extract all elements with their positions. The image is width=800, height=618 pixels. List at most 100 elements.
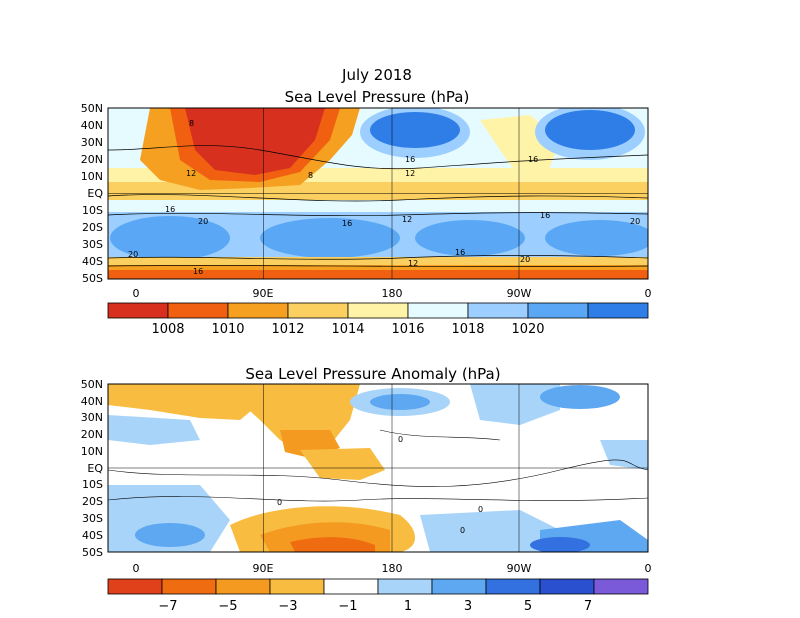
colorbar-swatch	[593, 578, 649, 595]
lat-label: 10S	[82, 204, 103, 217]
lon-label: 180	[382, 287, 403, 300]
lat-label: 20S	[82, 495, 103, 508]
contour-label: 16	[528, 155, 538, 164]
contour-label: 0	[460, 526, 465, 535]
colorbar-swatch	[167, 302, 229, 319]
lon-label: 0	[133, 287, 140, 300]
colorbar-swatch	[485, 578, 541, 595]
lon-label: 90E	[253, 287, 274, 300]
contour-label: 12	[186, 169, 196, 178]
panel-1-title: Sea Level Pressure (hPa)	[285, 88, 470, 106]
colorbar-swatch	[107, 578, 163, 595]
lon-label: 0	[645, 562, 652, 575]
lat-label: 10N	[81, 445, 103, 458]
colorbar-swatch	[467, 302, 529, 319]
colorbar-swatch	[587, 302, 649, 319]
colorbar-swatch	[287, 302, 349, 319]
panel-2-title: Sea Level Pressure Anomaly (hPa)	[245, 365, 500, 383]
colorbar-label: 1016	[391, 322, 424, 337]
colorbar-label: −3	[278, 599, 297, 614]
anomaly-contour-labels: 0 0 0 0	[277, 435, 483, 535]
lat-label: 30S	[82, 238, 103, 251]
colorbar-label: 1012	[271, 322, 304, 337]
lat-label: 10N	[81, 170, 103, 183]
colorbar-swatch	[227, 302, 289, 319]
contour-label: 20	[198, 217, 208, 226]
colorbar-swatch	[347, 302, 409, 319]
contour-label: 16	[342, 219, 352, 228]
lat-label: 40N	[81, 119, 103, 132]
lat-label: EQ	[87, 187, 103, 200]
colorbar-label: −1	[338, 599, 357, 614]
colorbar-label: 1008	[151, 322, 184, 337]
slp-lat-labels: 50N 40N 30N 20N 10N EQ 10S 20S 30S 40S 5…	[81, 102, 104, 285]
anomaly-colorbar	[107, 578, 649, 595]
anomaly-colorbar-labels: −7 −5 −3 −1 1 3 5 7	[158, 599, 592, 614]
colorbar-label: 3	[464, 599, 472, 614]
lon-label: 90E	[253, 562, 274, 575]
colorbar-swatch	[269, 578, 325, 595]
slp-lon-labels: 0 90E 180 90W 0	[133, 287, 652, 300]
colorbar-swatch	[431, 578, 487, 595]
lat-label: 20S	[82, 221, 103, 234]
colorbar-label: −7	[158, 599, 177, 614]
slp-contour-labels: 8 12 16 12 8 16 20 16 12 16 16 20 20 20 …	[128, 119, 640, 276]
colorbar-label: 1018	[451, 322, 484, 337]
contour-label: 16	[455, 248, 465, 257]
contour-label: 16	[540, 211, 550, 220]
lon-label: 90W	[507, 287, 532, 300]
lat-label: 20N	[81, 153, 103, 166]
lat-label: 30N	[81, 411, 103, 424]
slp-map: 8 12 16 12 8 16 20 16 12 16 16 20 20 20 …	[81, 102, 652, 300]
slp-colorbar	[107, 302, 649, 319]
slp-colorbar-labels: 1008 1010 1012 1014 1016 1018 1020	[151, 322, 544, 337]
lat-label: 10S	[82, 478, 103, 491]
lat-label: 40N	[81, 395, 103, 408]
colorbar-label: 1020	[511, 322, 544, 337]
contour-label: 20	[520, 255, 530, 264]
colorbar-label: 1014	[331, 322, 364, 337]
anomaly-lat-labels: 50N 40N 30N 20N 10N EQ 10S 20S 30S 40S 5…	[81, 378, 104, 559]
colorbar-label: 1010	[211, 322, 244, 337]
lat-label: 20N	[81, 428, 103, 441]
contour-label: 12	[408, 259, 418, 268]
lon-label: 0	[133, 562, 140, 575]
lon-label: 90W	[507, 562, 532, 575]
contour-label: 12	[405, 169, 415, 178]
contour-label: 0	[277, 498, 282, 507]
lat-label: EQ	[87, 462, 103, 475]
contour-label: 20	[630, 217, 640, 226]
lat-label: 50N	[81, 102, 103, 115]
colorbar-label: 7	[584, 599, 592, 614]
contour-label: 16	[405, 155, 415, 164]
lon-label: 180	[382, 562, 403, 575]
colorbar-label: 5	[524, 599, 532, 614]
colorbar-swatch	[215, 578, 271, 595]
anomaly-lon-labels: 0 90E 180 90W 0	[133, 562, 652, 575]
lat-label: 50N	[81, 378, 103, 391]
main-title: July 2018	[341, 66, 412, 84]
colorbar-swatch	[527, 302, 589, 319]
colorbar-swatch	[107, 302, 169, 319]
colorbar-swatch	[407, 302, 469, 319]
lon-label: 0	[645, 287, 652, 300]
lat-label: 30S	[82, 512, 103, 525]
contour-label: 8	[189, 119, 194, 128]
colorbar-label: −5	[218, 599, 237, 614]
contour-label: 20	[128, 250, 138, 259]
colorbar-label: 1	[404, 599, 412, 614]
contour-label: 16	[193, 267, 203, 276]
colorbar-swatch	[539, 578, 595, 595]
contour-label: 0	[478, 505, 483, 514]
colorbar-swatch	[323, 578, 379, 595]
lat-label: 40S	[82, 529, 103, 542]
contour-label: 8	[308, 171, 313, 180]
contour-label: 16	[165, 205, 175, 214]
lat-label: 50S	[82, 272, 103, 285]
contour-label: 0	[398, 435, 403, 444]
lat-label: 30N	[81, 136, 103, 149]
lat-label: 40S	[82, 255, 103, 268]
slp-anomaly-map: 0 0 0 0 50N 40N 30N 20N 10N EQ 10S 20S 3…	[81, 378, 652, 575]
colorbar-swatch	[377, 578, 433, 595]
